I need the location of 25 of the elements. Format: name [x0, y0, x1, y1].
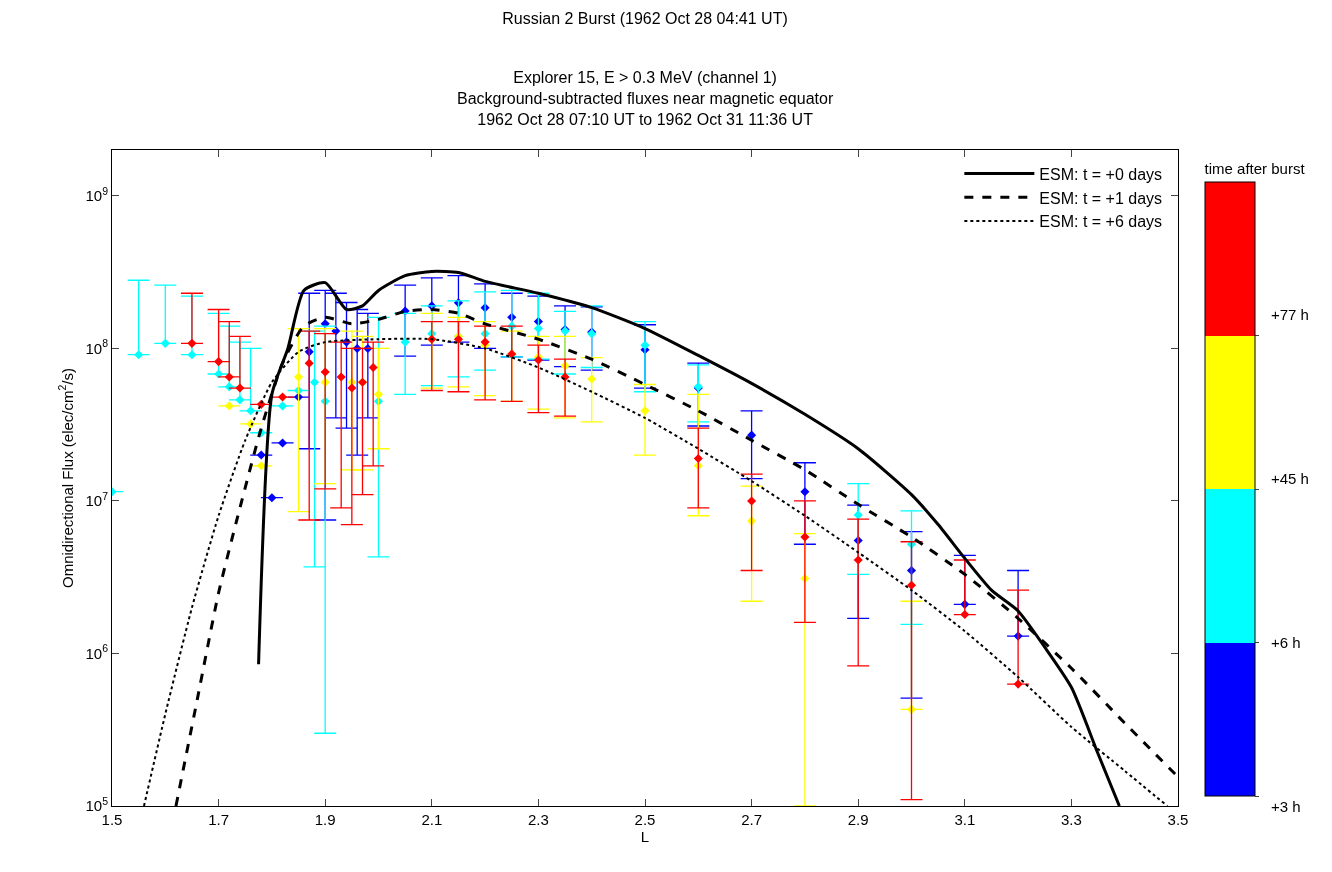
- legend-label: ESM: t = +1 days: [1039, 189, 1163, 207]
- y-tick-label: 10$^{9}$: [85, 184, 109, 205]
- y-tick-label: 10$^{8}$: [85, 337, 109, 357]
- x-tick-label: 1.9: [314, 811, 336, 828]
- color-bar-title: time after burst: [1204, 159, 1306, 177]
- text: +6 h: [1271, 634, 1301, 651]
- x-tick-label: 3.1: [954, 811, 976, 828]
- x-tick-label: 2.1: [421, 811, 443, 828]
- x-tick-label: 2.7: [741, 811, 763, 828]
- x-tick-label: 3.5: [1167, 811, 1189, 828]
- legend-label: ESM: t = +0 days: [1039, 165, 1163, 183]
- x-tick-label: 2.3: [527, 811, 549, 828]
- x-tick-label: 1.7: [208, 811, 230, 828]
- x-axis-title: L: [640, 828, 650, 845]
- x-tick-label: 2.5: [634, 811, 656, 828]
- legend-label: ESM: t = +6 days: [1039, 213, 1163, 231]
- text: +45 h: [1271, 470, 1309, 487]
- text: +3 h: [1271, 798, 1301, 815]
- x-tick-label: 2.9: [847, 811, 869, 828]
- chart-subtitle: Explorer 15, E > 0.3 MeV (channel 1) Background-subtracted fluxes near magnetic equator 1962 Oct 28 07:10 UT to 1962 Oct 31 11:36 UT: [457, 69, 834, 128]
- y-tick-label: 10$^{7}$: [85, 489, 109, 510]
- x-tick-label: 3.3: [1060, 811, 1082, 828]
- chart-title: Russian 2 Burst (1962 Oct 28 04:41 UT): [502, 10, 788, 28]
- y-tick-label: 10$^{6}$: [85, 642, 109, 662]
- text: +77 h: [1271, 306, 1309, 323]
